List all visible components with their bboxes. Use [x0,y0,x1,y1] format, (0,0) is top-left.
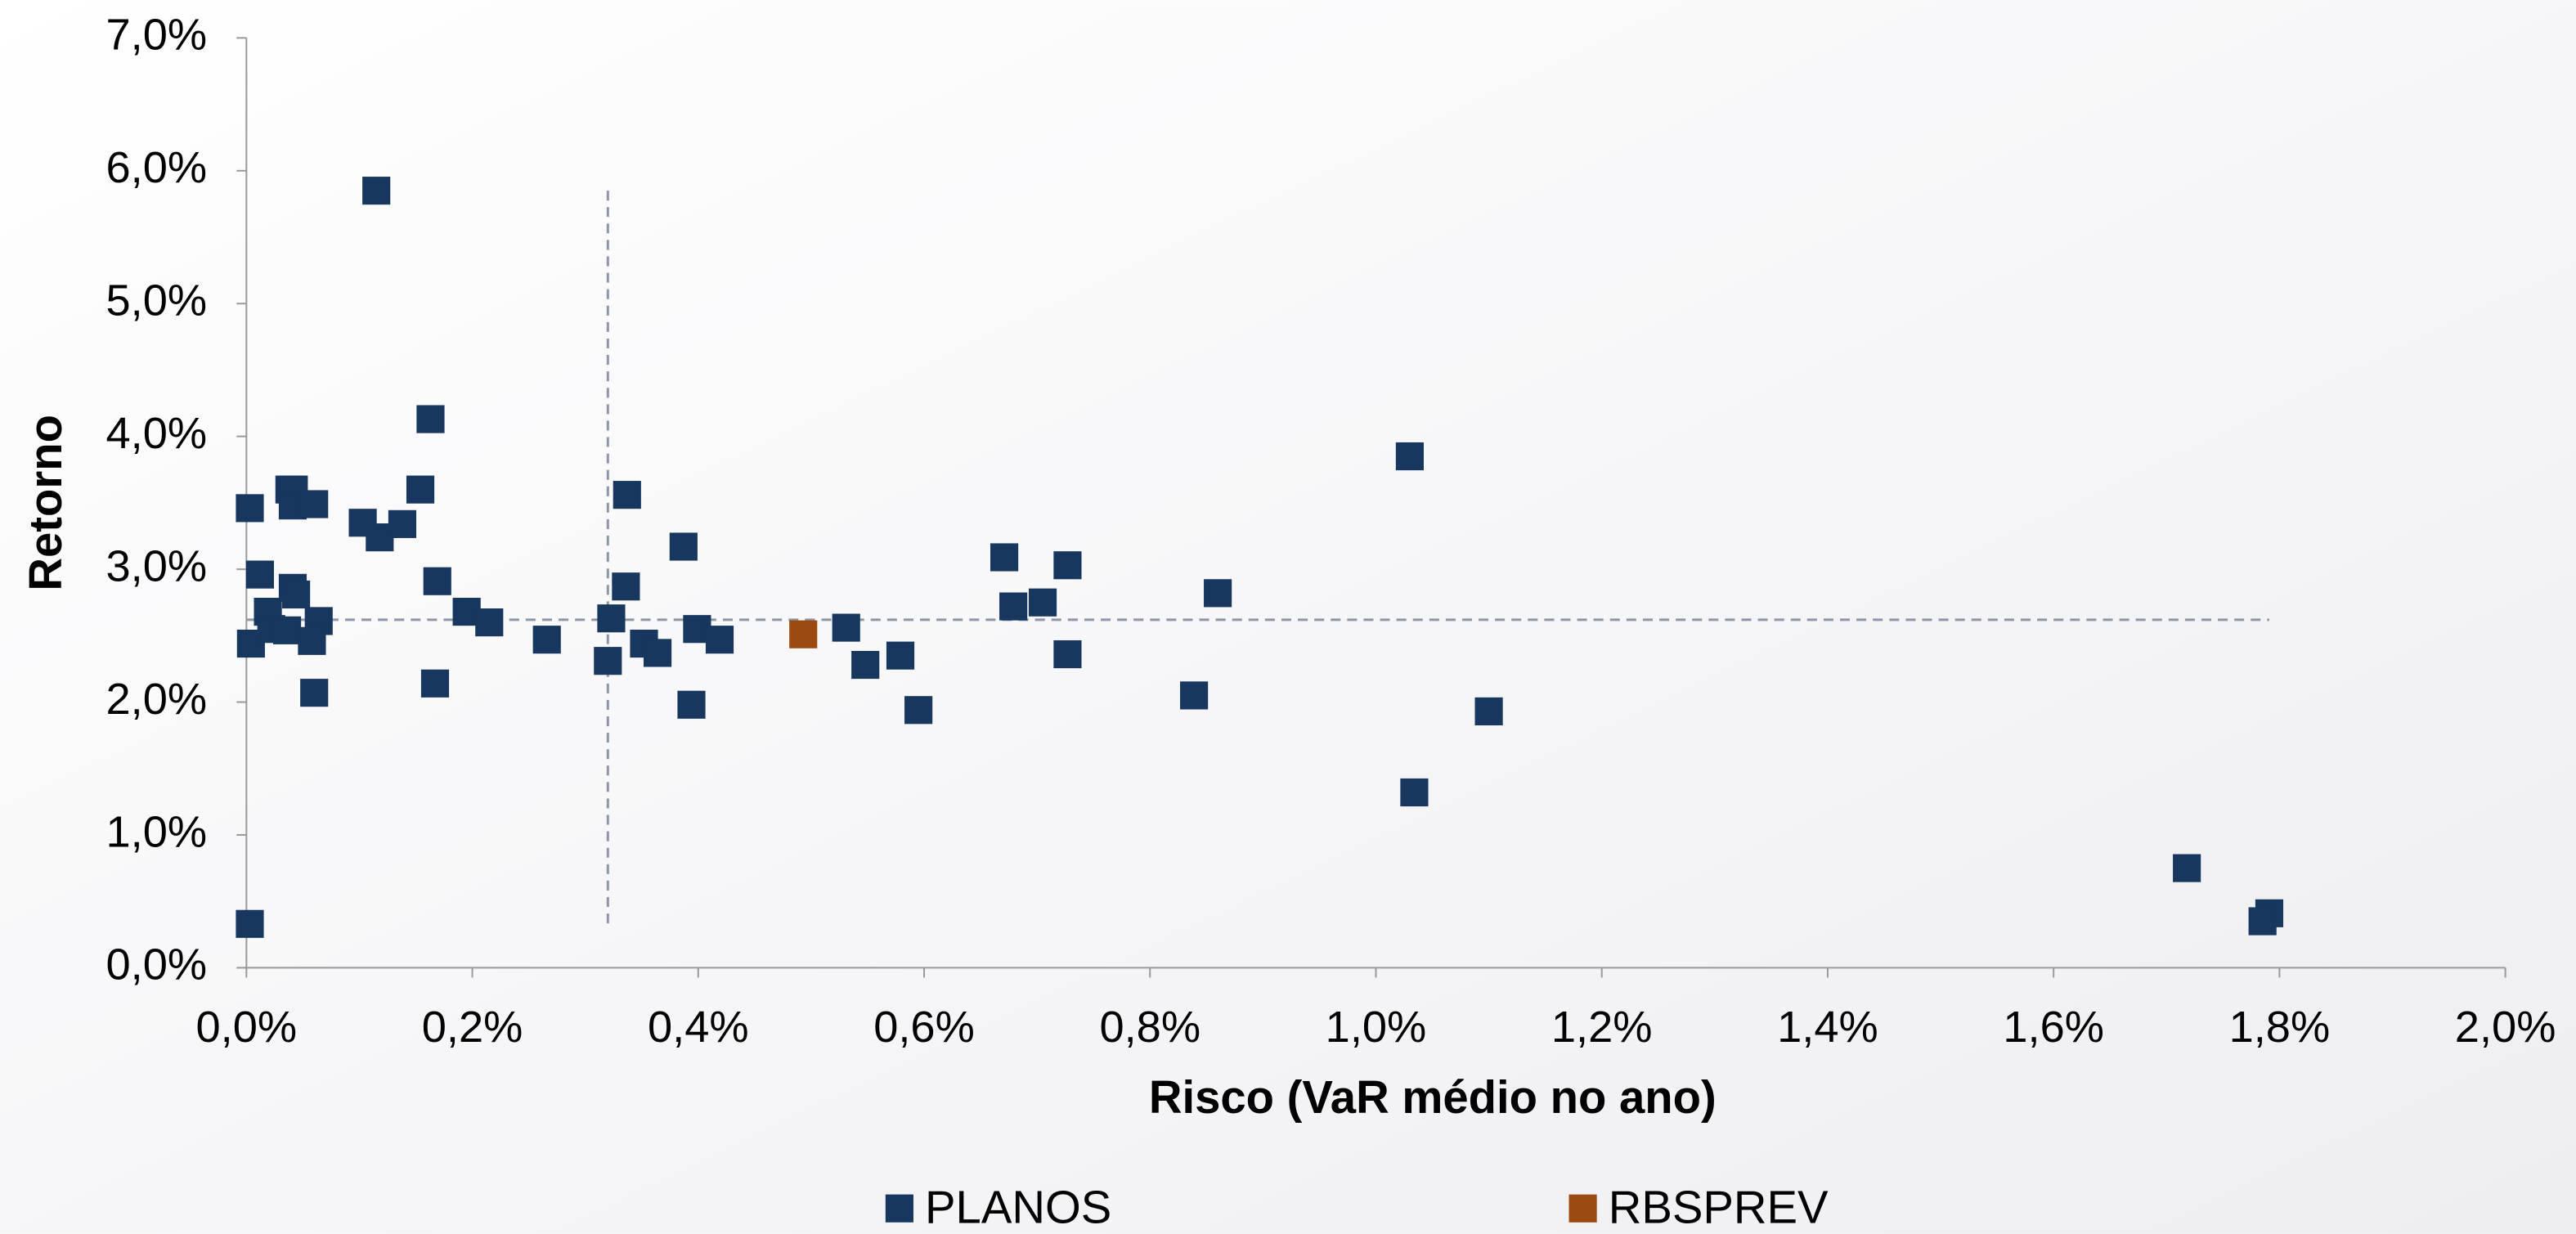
point [669,532,698,561]
point [1028,588,1057,617]
point [612,572,640,601]
point [420,669,450,698]
point [388,509,417,538]
point [282,580,311,609]
point [904,696,933,725]
legend-label: PLANOS [925,1182,1111,1233]
point [2248,907,2277,936]
point [789,620,818,648]
point [677,690,706,719]
x-tick-label: 1,8% [2229,1003,2331,1052]
point [1204,579,1232,608]
point [1053,639,1082,669]
point [643,639,672,667]
point [705,626,734,654]
x-tick-label: 0,8% [1099,1003,1200,1052]
legend-swatch [885,1194,913,1223]
x-tick-label: 0,2% [422,1003,523,1052]
point [886,641,915,670]
x-tick-label: 1,6% [2003,1003,2104,1052]
x-tick-label: 0,4% [648,1003,749,1052]
point [999,592,1028,621]
point [1400,778,1429,807]
point [613,481,641,509]
x-tick-label: 0,0% [196,1003,298,1052]
y-tick-label: 4,0% [106,409,208,458]
point [594,647,622,675]
y-axis-title: Retorno [20,415,71,591]
point [597,604,626,633]
y-tick-label: 0,0% [106,940,208,989]
point [1395,442,1424,471]
point [1474,697,1503,725]
y-tick-label: 3,0% [106,541,208,590]
legend-label: RBSPREV [1609,1182,1829,1233]
x-tick-label: 0,6% [873,1003,975,1052]
point [416,405,445,433]
point [406,475,435,504]
y-tick-label: 6,0% [106,143,208,192]
point [851,650,880,680]
point [475,608,504,637]
point [532,626,561,654]
y-tick-label: 5,0% [106,276,208,325]
point [1053,551,1082,580]
x-tick-label: 1,4% [1777,1003,1878,1052]
point [272,616,302,644]
point [990,543,1019,572]
y-tick-label: 7,0% [106,11,208,60]
point [298,626,326,655]
point [300,490,329,518]
point [236,909,264,938]
x-tick-label: 1,2% [1551,1003,1653,1052]
legend-swatch [1568,1194,1597,1223]
y-tick-label: 2,0% [106,675,208,724]
y-tick-label: 1,0% [106,807,208,856]
point [300,679,329,707]
point [832,613,860,642]
point [236,494,264,523]
point [2173,854,2201,882]
point [423,567,451,595]
x-tick-label: 1,0% [1326,1003,1427,1052]
x-axis-title: Risco (VaR médio no ano) [1149,1071,1717,1123]
point [1180,681,1209,710]
point [245,560,274,589]
x-tick-label: 2,0% [2455,1003,2556,1052]
point [362,177,391,205]
